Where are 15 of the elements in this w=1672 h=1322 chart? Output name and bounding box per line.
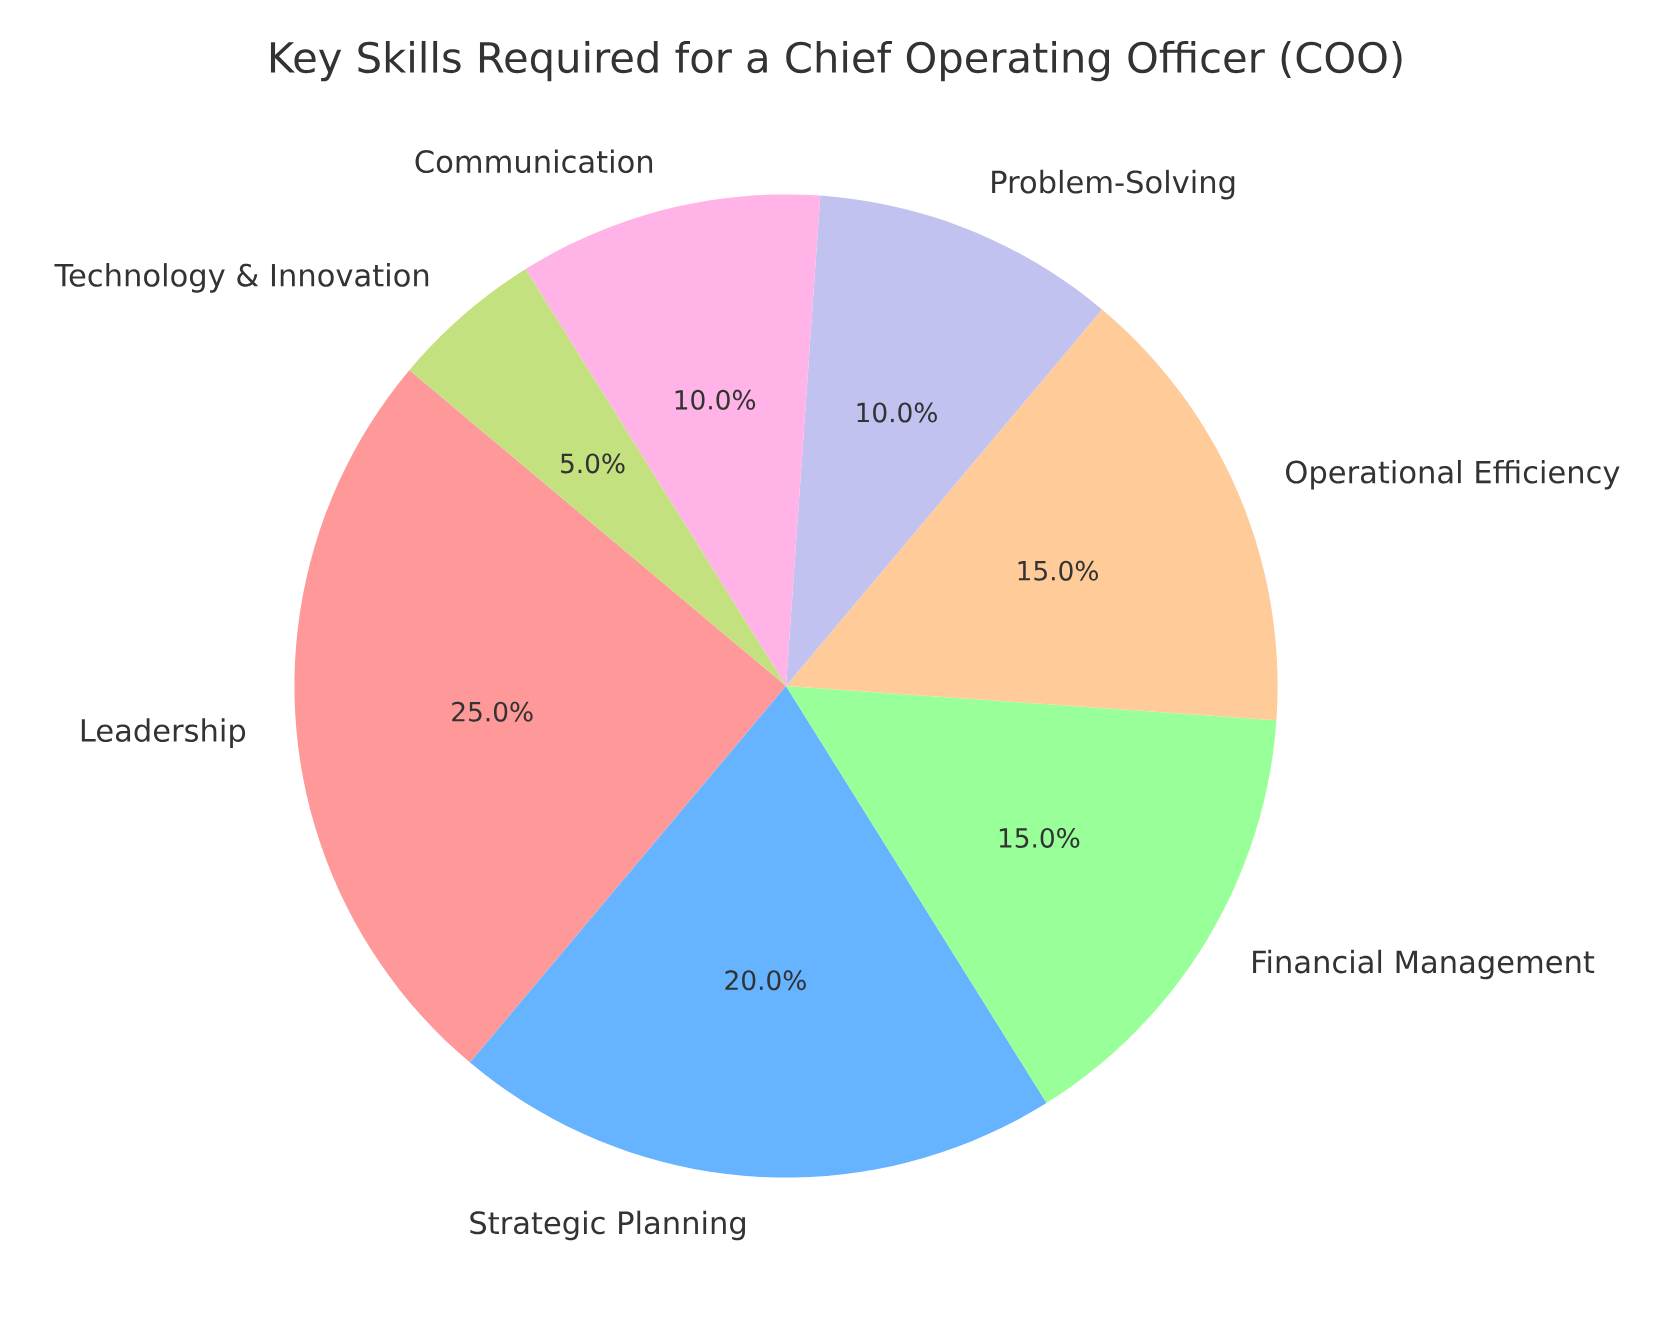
slice-label: Leadership xyxy=(81,718,246,748)
data-label: 10.0% xyxy=(675,389,756,410)
slice-label: Financial Management xyxy=(1253,949,1595,980)
data-label: 10.0% xyxy=(857,402,937,423)
slice-label: Problem-Solving xyxy=(992,169,1235,200)
data-label: 5.0% xyxy=(561,453,625,474)
slice-label: Technology & Innovation xyxy=(54,263,429,293)
data-label: 15.0% xyxy=(999,827,1080,848)
slice-label: Operational Efficiency xyxy=(1286,459,1620,490)
data-label: 15.0% xyxy=(1018,560,1098,581)
data-label: 20.0% xyxy=(725,970,806,991)
slice-label: Strategic Planning xyxy=(470,1210,745,1241)
slice-label: Communication xyxy=(415,149,653,174)
chart-title: Key Skills Required for a Chief Operating Officer (COO) xyxy=(270,40,1402,82)
data-label: 25.0% xyxy=(452,701,533,722)
